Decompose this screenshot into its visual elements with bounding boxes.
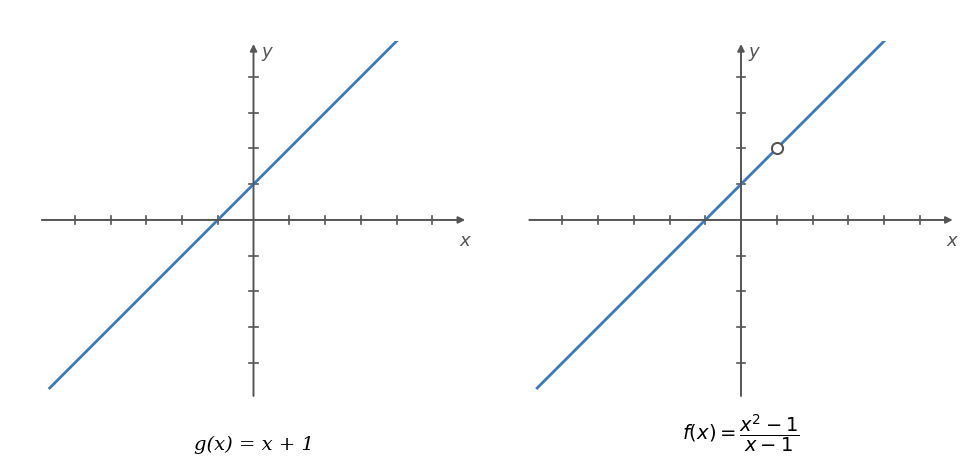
Text: y: y xyxy=(261,43,272,61)
Text: $f(x) = \dfrac{x^2-1}{x-1}$: $f(x) = \dfrac{x^2-1}{x-1}$ xyxy=(682,412,800,454)
Text: g(x) = x + 1: g(x) = x + 1 xyxy=(194,436,313,454)
Text: x: x xyxy=(459,233,470,250)
Text: x: x xyxy=(947,233,957,250)
Text: y: y xyxy=(749,43,760,61)
